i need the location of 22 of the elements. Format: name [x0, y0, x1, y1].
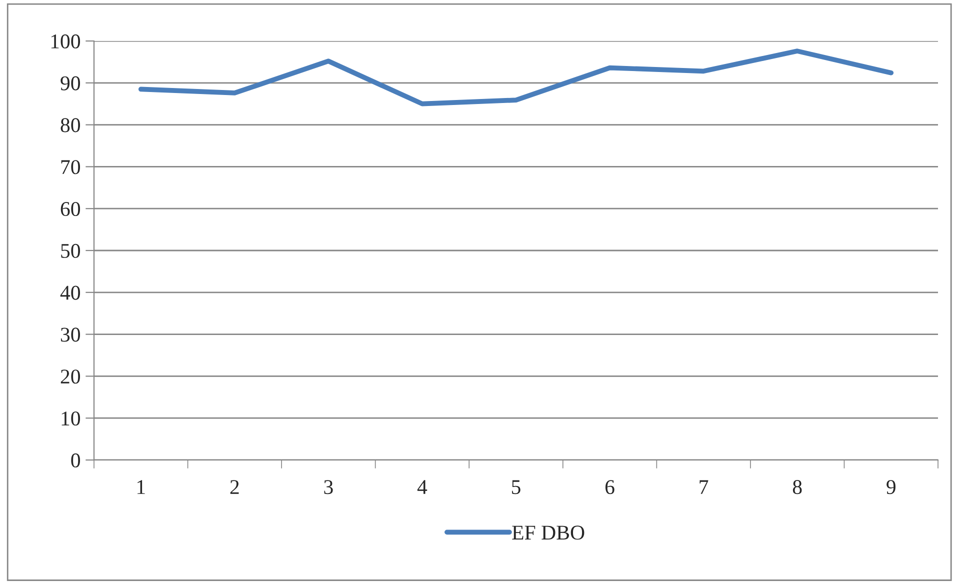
y-tick-label: 30 [60, 328, 80, 342]
y-tick-label: 60 [60, 202, 80, 216]
x-tick-label: 7 [700, 480, 708, 494]
x-tick-label: 8 [792, 480, 802, 494]
x-tick-label: 2 [230, 480, 239, 494]
y-tick-label: 40 [60, 286, 80, 300]
y-tick-label: 0 [71, 453, 80, 468]
x-tick-label: 5 [512, 480, 520, 494]
x-tick-label: 4 [417, 480, 428, 494]
y-tick-label: 100 [51, 34, 80, 48]
line-series [138, 48, 894, 106]
y-tick-label: 20 [60, 370, 80, 384]
y-tick-label: 50 [61, 244, 80, 258]
y-tick-label: 80 [60, 118, 80, 132]
y-tick-label: 10 [62, 411, 80, 426]
x-tick-label: 9 [886, 480, 896, 494]
x-tick-label: 6 [605, 480, 614, 494]
legend-label: EF DBO [512, 526, 584, 540]
x-tick-label: 1 [138, 480, 145, 494]
x-tick-label: 3 [324, 480, 333, 494]
y-tick-label: 90 [60, 76, 80, 90]
y-tick-label: 70 [61, 160, 80, 174]
